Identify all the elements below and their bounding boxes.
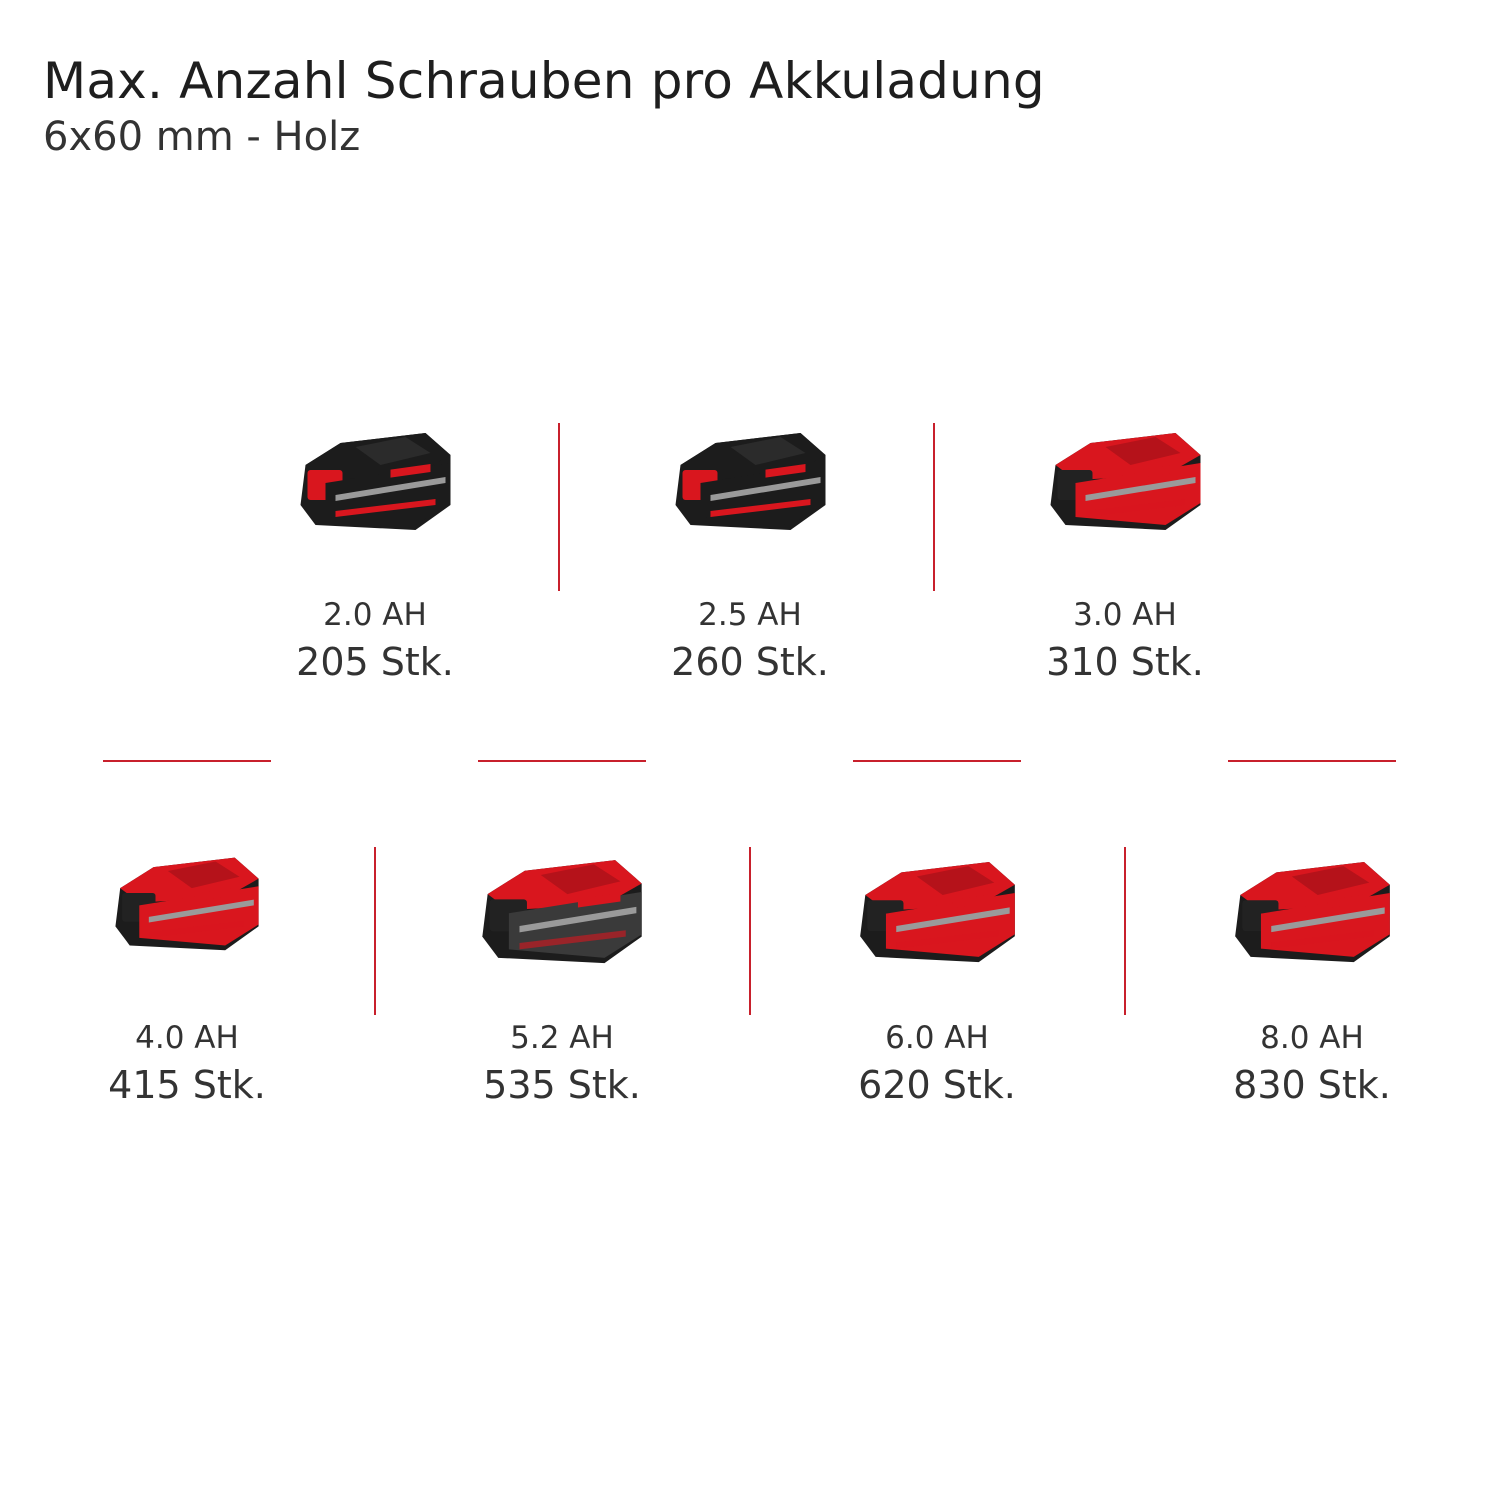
screw-count: 830 Stk. [1233,1063,1391,1107]
battery-icon [1234,862,1390,963]
battery-card: 4.0 AH 415 Stk. [37,850,337,1104]
battery-capacity: 2.0 AH [323,597,427,633]
screw-count: 535 Stk. [483,1063,641,1107]
battery-card: 6.0 AH 620 Stk. [787,848,1087,1104]
battery-capacity: 2.5 AH [698,597,802,633]
divider-vertical [1124,847,1126,1015]
battery-card: 5.2 AH 535 Stk. [412,845,712,1104]
battery-icon [1050,433,1200,530]
screw-count: 205 Stk. [296,640,454,684]
divider-vertical [749,847,751,1015]
screw-count: 620 Stk. [858,1063,1016,1107]
divider-horizontal [1228,760,1396,762]
divider-horizontal [478,760,646,762]
divider-vertical [374,847,376,1015]
page-subtitle: 6x60 mm - Holz [43,114,361,160]
battery-capacity: 4.0 AH [135,1020,239,1056]
divider-vertical [558,423,560,591]
divider-vertical [933,423,935,591]
battery-icon [115,857,259,951]
battery-capacity: 3.0 AH [1073,597,1177,633]
battery-icon [859,862,1015,963]
divider-horizontal [853,760,1021,762]
battery-card: 8.0 AH 830 Stk. [1162,848,1462,1104]
screw-count: 310 Stk. [1046,640,1204,684]
battery-capacity: 5.2 AH [510,1020,614,1056]
battery-card: 2.5 AH 260 Stk. [600,425,900,681]
battery-icon [482,860,642,964]
battery-icon [300,433,450,530]
battery-capacity: 8.0 AH [1260,1020,1364,1056]
battery-card: 2.0 AH 205 Stk. [225,425,525,681]
battery-card: 3.0 AH 310 Stk. [975,425,1275,681]
screw-count: 260 Stk. [671,640,829,684]
page-title: Max. Anzahl Schrauben pro Akkuladung [43,52,1045,110]
screw-count: 415 Stk. [108,1063,266,1107]
battery-capacity: 6.0 AH [885,1020,989,1056]
divider-horizontal [103,760,271,762]
battery-icon [675,433,825,530]
